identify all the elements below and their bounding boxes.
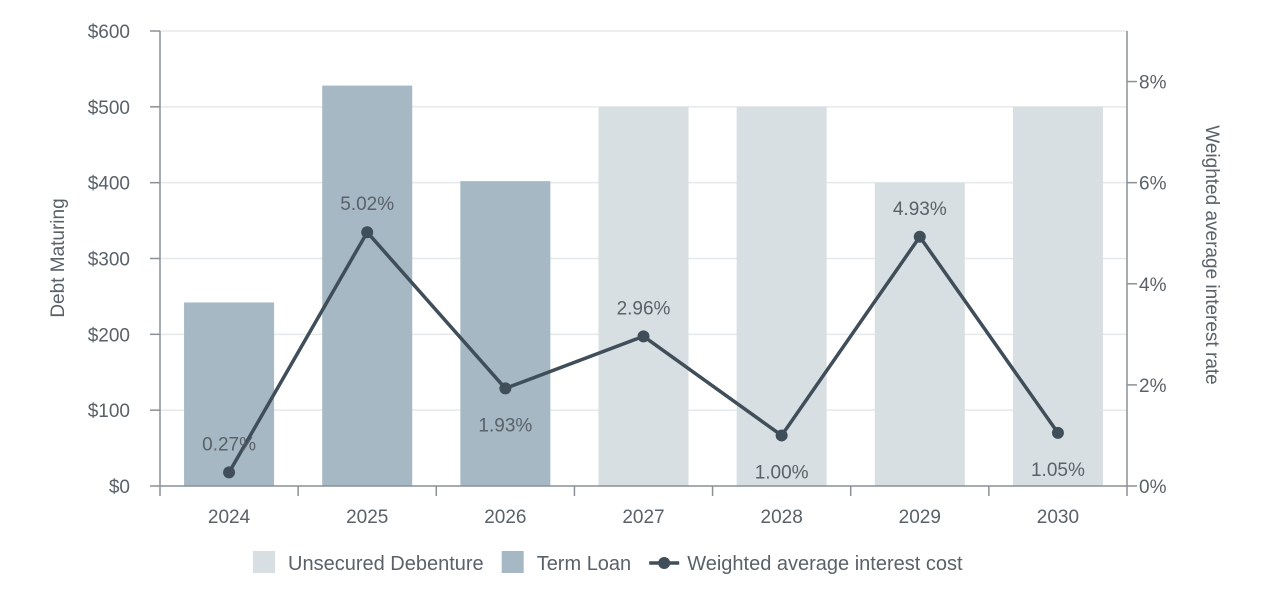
data-label-2024: 0.27% — [202, 434, 256, 455]
left-tick-label: $200 — [88, 325, 130, 346]
bars — [184, 85, 1103, 486]
left-tick-label: $0 — [109, 477, 130, 498]
bar-term-loan-2024 — [184, 302, 275, 486]
right-tick-label: 6% — [1139, 174, 1167, 195]
bar-unsecured-debenture-2027 — [598, 106, 689, 486]
bar-unsecured-debenture-2029 — [874, 182, 965, 486]
bar-unsecured-debenture-2028 — [736, 106, 827, 486]
left-tick-label: $600 — [88, 22, 130, 43]
legend: Unsecured Debenture Term Loan Weighted ave… — [253, 551, 963, 575]
bar-unsecured-debenture-2030 — [1012, 106, 1103, 486]
interest-line — [223, 226, 1064, 479]
x-tick-label: 2029 — [899, 507, 941, 528]
x-tick-label: 2030 — [1037, 507, 1079, 528]
left-tick-label: $500 — [88, 98, 130, 119]
interest-point-2028 — [775, 429, 788, 442]
bar-term-loan-2026 — [460, 181, 551, 486]
data-label-2028: 1.00% — [755, 462, 809, 483]
data-label-2026: 1.93% — [478, 415, 532, 436]
left-tick-label: $300 — [88, 250, 130, 271]
legend-swatch-term-loan — [501, 551, 524, 573]
right-tick-label: 8% — [1139, 73, 1167, 94]
legend-label: Weighted average interest cost — [687, 553, 963, 575]
data-labels: 0.27% 5.02% 1.93% 2.96% 1.00% 4.93% 1.05% — [202, 194, 1085, 483]
data-label-2027: 2.96% — [617, 298, 671, 319]
interest-point-2029 — [913, 230, 926, 243]
x-tick-label: 2024 — [208, 507, 251, 528]
right-tick-label: 4% — [1139, 275, 1167, 296]
axes: $0 $100 $200 $300 $400 $500 $600 0% 2% 4% 6% 8% 2024… — [88, 22, 1167, 528]
right-tick-label: 2% — [1139, 376, 1167, 397]
interest-point-2025 — [361, 226, 374, 239]
legend-swatch-unsecured-debenture — [253, 551, 275, 573]
x-tick-label: 2027 — [622, 507, 664, 528]
interest-point-2024 — [223, 466, 236, 479]
left-axis-title: Debt Maturing — [48, 198, 69, 317]
data-label-2030: 1.05% — [1031, 460, 1085, 481]
x-tick-label: 2026 — [484, 507, 526, 528]
x-tick-label: 2025 — [346, 507, 388, 528]
right-tick-label: 0% — [1139, 477, 1167, 498]
legend-label: Unsecured Debenture — [288, 553, 484, 575]
x-tick-label: 2028 — [761, 507, 803, 528]
left-tick-label: $100 — [88, 401, 130, 422]
data-label-2025: 5.02% — [340, 194, 394, 215]
data-label-2029: 4.93% — [893, 199, 947, 220]
legend-point-marker — [658, 557, 671, 569]
left-tick-label: $400 — [88, 174, 130, 195]
interest-point-2030 — [1051, 426, 1064, 439]
interest-point-2026 — [499, 382, 512, 395]
right-axis-title: Weighted average interest rate — [1201, 125, 1222, 384]
legend-label: Term Loan — [537, 553, 632, 575]
interest-point-2027 — [637, 330, 650, 343]
